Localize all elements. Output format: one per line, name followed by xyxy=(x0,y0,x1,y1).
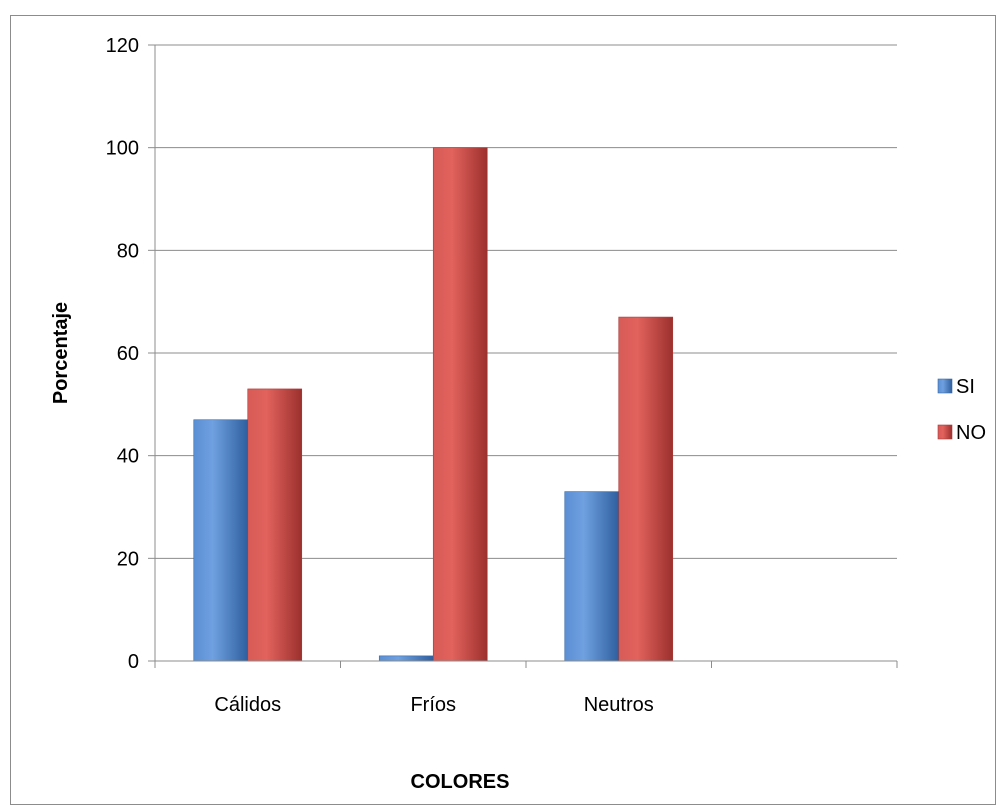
x-tick-label: Neutros xyxy=(584,694,654,716)
y-tick-label: 100 xyxy=(106,138,139,160)
bar-no-2 xyxy=(618,316,674,662)
legend-swatch-si xyxy=(937,378,953,394)
y-tick-label: 80 xyxy=(117,240,139,262)
bar-si-2 xyxy=(564,491,620,662)
x-axis: Cálidos Fríos Neutros xyxy=(154,660,898,716)
y-tick-label: 40 xyxy=(117,446,139,468)
x-tick-label: Cálidos xyxy=(214,694,281,716)
bars xyxy=(193,147,674,662)
legend-label-si: SI xyxy=(956,376,975,398)
y-axis: 0 20 40 60 80 100 120 xyxy=(106,35,156,673)
bar-si-1 xyxy=(378,655,434,662)
legend: SI NO xyxy=(937,376,986,444)
x-tick-label: Fríos xyxy=(410,694,456,716)
y-axis-title: Porcentaje xyxy=(50,302,72,404)
x-axis-title: COLORES xyxy=(411,771,510,793)
legend-label-no: NO xyxy=(956,422,986,444)
bar-no-1 xyxy=(432,147,488,662)
legend-swatch-no xyxy=(937,424,953,440)
y-tick-label: 0 xyxy=(128,651,139,673)
bar-si-0 xyxy=(193,419,249,662)
bar-no-0 xyxy=(247,388,303,662)
y-tick-label: 60 xyxy=(117,343,139,365)
y-tick-label: 120 xyxy=(106,35,139,57)
y-tick-label: 20 xyxy=(117,548,139,570)
chart-frame xyxy=(10,15,996,805)
